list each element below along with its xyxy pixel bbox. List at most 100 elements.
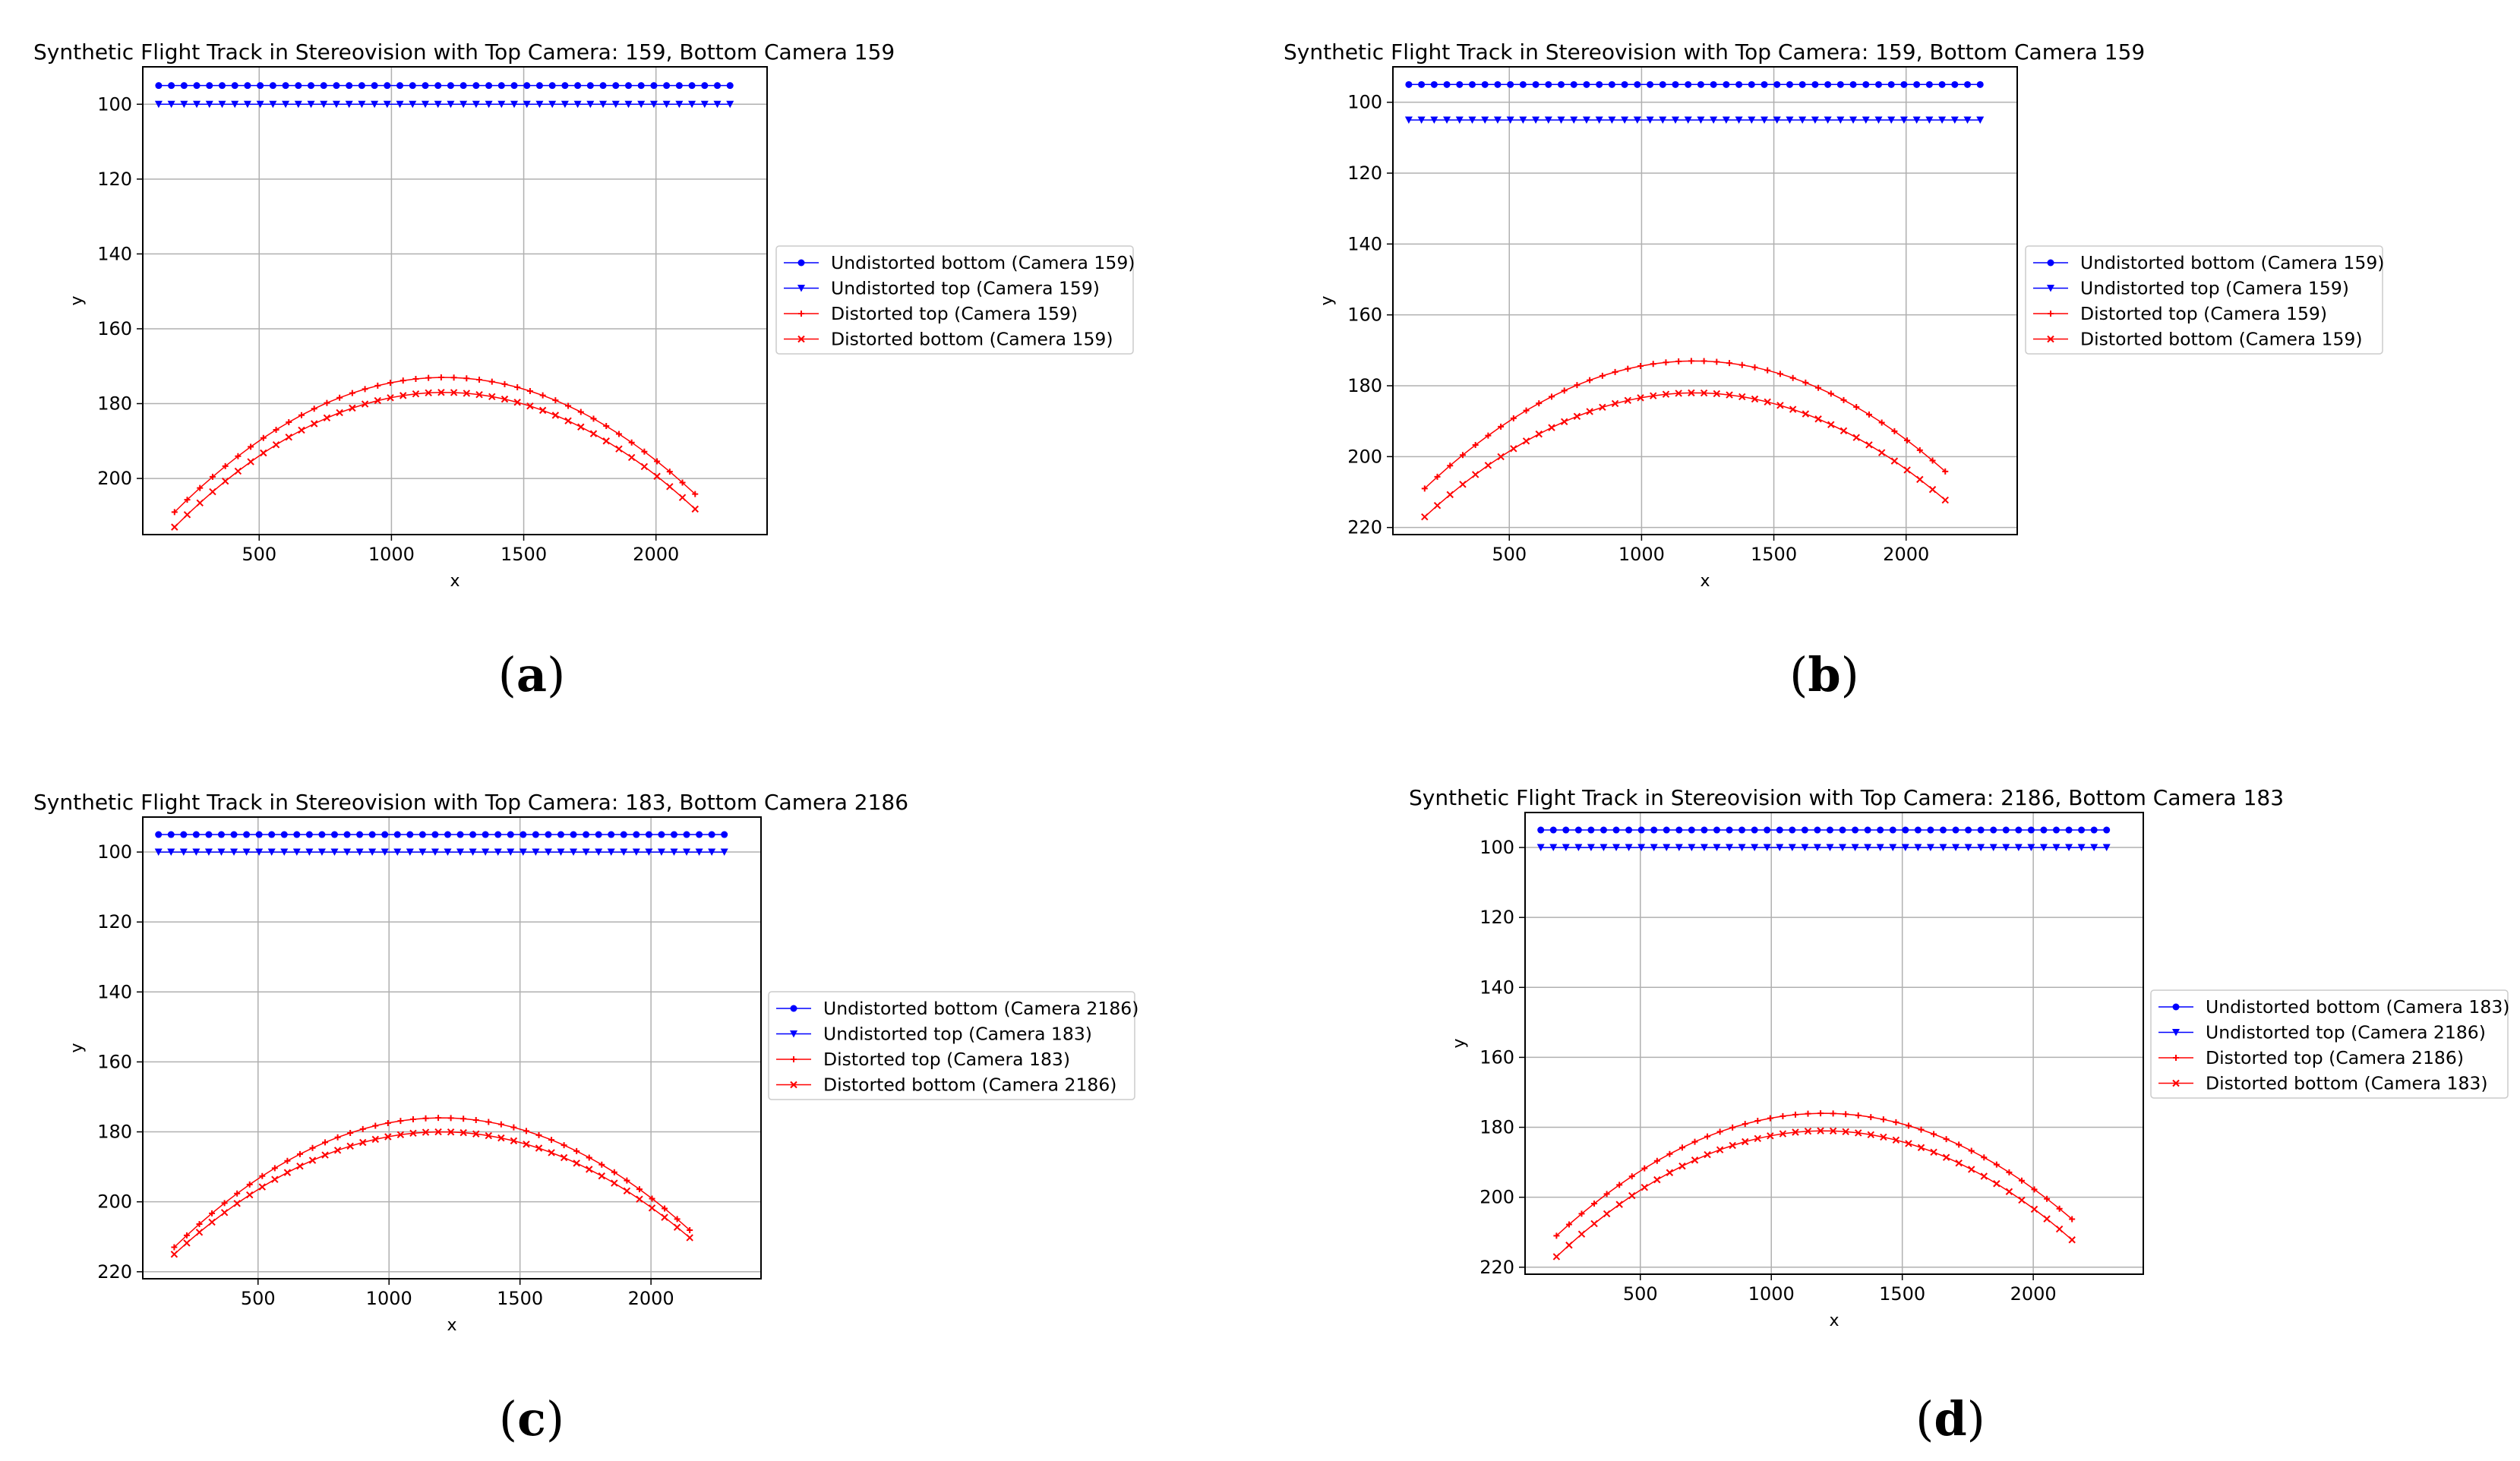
panel-a-data-point	[396, 100, 404, 109]
panel-c-data-point	[259, 1172, 266, 1179]
panel-a-data-point	[425, 374, 432, 381]
panel-a-data-point	[653, 472, 661, 480]
panel-d-data-point	[1817, 1110, 1824, 1117]
panel-c-data-point	[721, 831, 728, 838]
panel-b-data-point	[1710, 116, 1718, 124]
panel-d-data-point	[1754, 1134, 1761, 1142]
panel-c-data-point	[330, 831, 338, 838]
panel-c-data-point	[456, 831, 464, 838]
panel-a-data-point	[615, 445, 623, 453]
panel-b-data-point	[1814, 415, 1822, 423]
panel-c-data-point	[217, 848, 226, 857]
panel-a-data-point	[574, 82, 582, 90]
panel-b-data-point	[1827, 421, 1835, 428]
panel-c-data-point	[195, 1229, 204, 1236]
panel-a-data-point	[459, 100, 468, 109]
panel-c-data-point	[343, 831, 351, 838]
panel-d-data-point	[1565, 1242, 1573, 1249]
panel-b-legend-marker	[2047, 285, 2054, 292]
panel-a-data-point	[336, 409, 343, 417]
panel-b-data-point	[1786, 116, 1794, 124]
panel-d-data-point	[1663, 844, 1671, 852]
panel-c-data-point	[220, 1209, 229, 1216]
panel-b-data-point	[1472, 442, 1479, 449]
panel-a-data-point	[324, 399, 330, 406]
panel-a-data-point	[396, 82, 404, 90]
panel-a-ytick-label: 200	[97, 468, 132, 489]
panel-b-data-point	[1574, 382, 1581, 389]
panel-c-data-point	[296, 1163, 304, 1170]
panel-c-data-point	[221, 1200, 228, 1207]
panel-d-data-point	[1855, 1112, 1862, 1119]
panel-b-data-point	[1430, 80, 1438, 88]
panel-b-data-point	[1637, 363, 1644, 370]
panel-d-series-1	[1536, 844, 2111, 852]
panel-d-series-3	[1552, 1127, 2076, 1261]
panel-d-data-point	[1537, 826, 1545, 834]
panel-b-data-point	[1697, 116, 1705, 124]
panel-a-data-point	[434, 82, 442, 90]
panel-d-data-point	[1931, 1131, 1937, 1138]
panel-b-ytick-label: 120	[1347, 163, 1382, 184]
panel-c-legend-label: Distorted bottom (Camera 2186)	[823, 1074, 1116, 1096]
panel-a-data-point	[374, 396, 382, 405]
panel-b-legend: Undistorted bottom (Camera 159) Undistort…	[2025, 245, 2384, 355]
panel-d-data-point	[1805, 1110, 1811, 1117]
panel-a-data-point	[247, 458, 254, 465]
panel-c-data-point	[545, 831, 552, 838]
panel-d-data-point	[2102, 844, 2111, 852]
panel-c-data-point	[482, 831, 489, 838]
panel-b-data-point	[1899, 116, 1908, 124]
panel-d-data-point	[2040, 826, 2048, 834]
panel-b-data-point	[1903, 466, 1911, 474]
panel-c-data-point	[267, 848, 276, 857]
panel-b-title: Synthetic Flight Track in Stereovision w…	[1284, 39, 2145, 65]
panel-d-xtick-label: 1500	[1879, 1283, 1925, 1305]
panel-c-data-point	[359, 1125, 366, 1132]
panel-d-ytick-label: 220	[1479, 1257, 1514, 1278]
panel-b-data-point	[1675, 390, 1682, 397]
panel-c-data-point	[661, 1213, 668, 1221]
panel-c-ytick-label: 200	[97, 1191, 132, 1213]
panel-a-data-point	[425, 389, 432, 397]
panel-d-data-point	[1905, 1122, 1912, 1129]
panel-a-data-point	[374, 382, 381, 389]
panel-d-data-point	[1549, 826, 1557, 834]
panel-a-data-point	[548, 82, 556, 90]
panel-d-xtick-label: 500	[1623, 1283, 1658, 1305]
panel-a-data-point	[399, 392, 407, 399]
panel-b-data-point	[1599, 372, 1606, 379]
panel-d-data-point	[2027, 826, 2035, 834]
panel-d-legend-marker	[2173, 1055, 2179, 1061]
panel-a-data-point	[627, 453, 636, 462]
panel-c-axes-frame	[142, 816, 762, 1280]
panel-a-data-point	[171, 509, 178, 516]
panel-a-data-point	[472, 100, 480, 109]
panel-a-data-point	[501, 380, 508, 387]
panel-d-legend-label: Undistorted bottom (Camera 183)	[2206, 996, 2509, 1018]
panel-b-ytick-label: 220	[1347, 517, 1382, 538]
panel-d-ytick-label: 200	[1479, 1187, 1514, 1208]
panel-c-ylabel: y	[68, 1043, 87, 1052]
panel-d-data-point	[1625, 844, 1633, 852]
panel-b-data-point	[1877, 449, 1886, 456]
panel-b-data-point	[1633, 116, 1641, 124]
panel-c-data-point	[532, 848, 540, 857]
panel-a-data-point	[387, 380, 394, 387]
panel-d-data-point	[1964, 844, 1972, 852]
panel-a-legend-marker	[797, 259, 805, 267]
panel-d-data-point	[1704, 1150, 1711, 1159]
panel-a-data-point	[294, 100, 302, 109]
panel-c-data-point	[393, 831, 401, 838]
panel-b-data-point	[1874, 80, 1882, 88]
panel-d-data-point	[1968, 1166, 1975, 1173]
panel-b-data-point	[1738, 361, 1745, 368]
panel-b-data-point	[1443, 116, 1451, 124]
panel-d-legend: Undistorted bottom (Camera 183) Undistort…	[2150, 989, 2509, 1099]
panel-d-data-point	[2052, 844, 2061, 852]
panel-b-data-point	[1900, 80, 1908, 88]
panel-a-data-point	[183, 511, 191, 519]
panel-b-data-point	[1748, 116, 1756, 124]
panel-c-data-point	[472, 1116, 479, 1123]
panel-a-data-point	[409, 100, 417, 109]
